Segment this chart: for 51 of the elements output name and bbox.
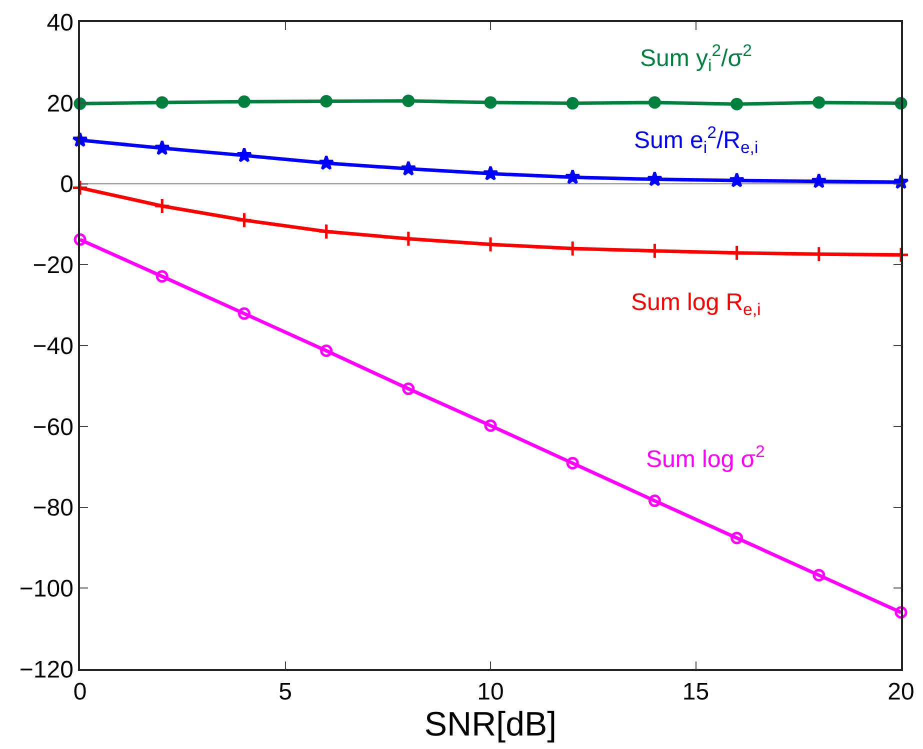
point bbox=[402, 94, 415, 108]
point bbox=[156, 270, 168, 283]
x-tick-label: 5 bbox=[278, 678, 292, 706]
point bbox=[74, 233, 86, 246]
point bbox=[810, 173, 827, 188]
x-tick-label: 15 bbox=[682, 678, 710, 706]
y-tick-label: −20 bbox=[32, 252, 74, 280]
point bbox=[484, 419, 497, 432]
point bbox=[400, 160, 416, 176]
point bbox=[236, 147, 252, 162]
point bbox=[646, 171, 663, 186]
y-tick-label: 40 bbox=[46, 9, 74, 36]
point bbox=[730, 98, 744, 110]
series-label: Sum log R$_{e,i}$ bbox=[631, 289, 761, 320]
y-tick-label: −60 bbox=[32, 414, 74, 441]
series-label: Sum y$_{i}$$^{2}$/σ$^{2}$ bbox=[640, 41, 752, 76]
point bbox=[484, 96, 497, 109]
point bbox=[318, 154, 334, 170]
x-axis-title: SNR[dB] bbox=[424, 706, 557, 744]
point bbox=[564, 169, 581, 184]
point bbox=[482, 165, 498, 181]
y-tick-label: −100 bbox=[19, 576, 74, 603]
series-label: Sum e$_{i}$$^{2}$/R$_{e,i}$ bbox=[634, 123, 758, 158]
point bbox=[648, 494, 661, 508]
point bbox=[812, 568, 826, 582]
point bbox=[402, 382, 415, 396]
point bbox=[156, 96, 168, 109]
point bbox=[238, 95, 250, 108]
point bbox=[566, 456, 579, 470]
point bbox=[154, 198, 170, 214]
point bbox=[566, 97, 579, 110]
point bbox=[320, 95, 333, 108]
point bbox=[236, 212, 252, 228]
point bbox=[728, 172, 745, 188]
y-tick-label: −40 bbox=[32, 332, 74, 360]
point bbox=[894, 606, 908, 619]
x-tick-label: 20 bbox=[888, 678, 914, 706]
point bbox=[318, 223, 335, 240]
point bbox=[730, 532, 744, 544]
point bbox=[154, 140, 170, 156]
series-label: Sum log σ$^{2}$ bbox=[646, 442, 765, 474]
point bbox=[72, 180, 88, 196]
y-tick-label: 0 bbox=[60, 171, 74, 198]
x-tick-label: 10 bbox=[477, 678, 504, 706]
point bbox=[238, 307, 250, 320]
y-tick-label: 20 bbox=[46, 90, 74, 118]
point bbox=[320, 344, 333, 358]
point bbox=[812, 96, 826, 109]
point bbox=[648, 96, 661, 109]
y-tick-label: −120 bbox=[19, 656, 74, 684]
y-tick-label: −80 bbox=[32, 494, 74, 522]
